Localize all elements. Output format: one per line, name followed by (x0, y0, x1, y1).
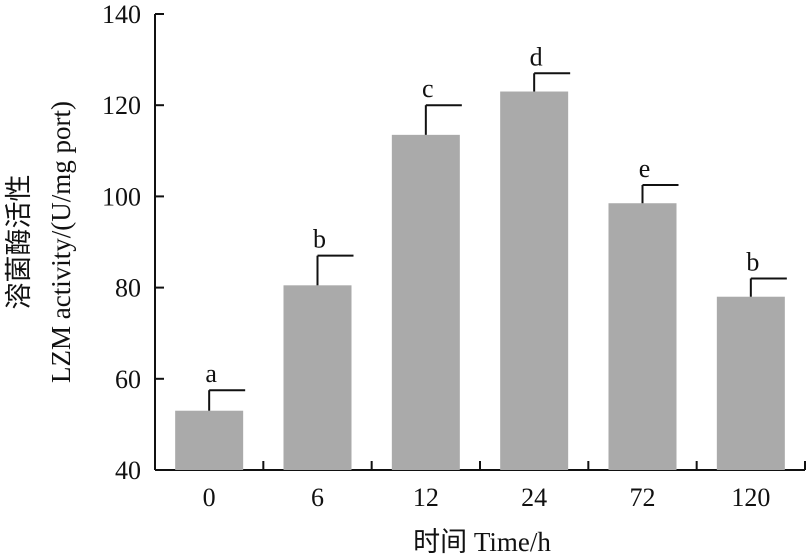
y-axis-title-english: LZM activity/(U/mg port) (46, 101, 76, 383)
bar-120 (716, 296, 785, 470)
significance-label-72: e (639, 154, 651, 183)
x-tick-label-120: 120 (731, 483, 770, 512)
x-tick-label-24: 24 (521, 483, 547, 512)
y-tick-label: 120 (102, 91, 141, 120)
x-tick-label-12: 12 (413, 483, 439, 512)
y-tick-label: 80 (115, 274, 141, 303)
significance-label-0: a (205, 359, 217, 388)
x-tick-label-0: 0 (203, 483, 216, 512)
bar-24 (500, 91, 569, 471)
bar-0 (175, 410, 244, 470)
x-tick-label-6: 6 (311, 483, 324, 512)
x-axis-title: 时间 Time/h (413, 527, 551, 557)
y-tick-label: 140 (102, 0, 141, 29)
significance-label-24: d (530, 42, 543, 71)
y-tick-label: 60 (115, 365, 141, 394)
bar-72 (608, 203, 677, 471)
plot-area: 40 60 80 100 120 140 a 0 b 6 c 12 d 24 e 72 b 120 (102, 0, 806, 512)
significance-label-120: b (746, 247, 759, 276)
bar-6 (283, 285, 352, 470)
x-tick-label-72: 72 (630, 483, 656, 512)
bar-12 (391, 134, 460, 470)
y-axis-title-chinese: 溶菌酶活性 (4, 175, 34, 310)
y-tick-label: 100 (102, 182, 141, 211)
significance-label-12: c (422, 74, 434, 103)
y-tick-label: 40 (115, 456, 141, 485)
significance-label-6: b (313, 225, 326, 254)
